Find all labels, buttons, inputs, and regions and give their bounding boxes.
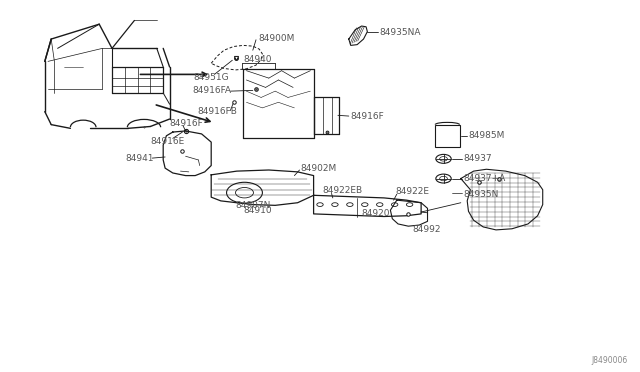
- Text: 84985M: 84985M: [468, 131, 505, 140]
- Text: 84916F: 84916F: [170, 119, 204, 128]
- Text: 84916FB: 84916FB: [197, 107, 237, 116]
- Text: 84951G: 84951G: [193, 73, 229, 81]
- FancyBboxPatch shape: [435, 125, 460, 147]
- Text: 84916F: 84916F: [351, 112, 385, 121]
- Text: 84992: 84992: [413, 225, 442, 234]
- Text: 84935NA: 84935NA: [380, 28, 421, 37]
- Text: 84922E: 84922E: [395, 187, 429, 196]
- Text: 84916E: 84916E: [150, 137, 185, 146]
- Text: 84920: 84920: [362, 209, 390, 218]
- Text: 84937+A: 84937+A: [463, 174, 506, 183]
- Text: 84940: 84940: [243, 55, 272, 64]
- Text: 84937: 84937: [463, 154, 492, 163]
- Text: 84900M: 84900M: [258, 34, 294, 43]
- Text: 84910: 84910: [243, 206, 272, 215]
- Text: 84941: 84941: [125, 154, 154, 163]
- Text: 84935N: 84935N: [463, 190, 499, 199]
- Text: 84916FA: 84916FA: [192, 86, 231, 95]
- Text: 84902M: 84902M: [301, 164, 337, 173]
- Text: 84907N: 84907N: [235, 201, 270, 210]
- Text: J8490006: J8490006: [591, 356, 627, 365]
- Text: 84922EB: 84922EB: [322, 186, 362, 195]
